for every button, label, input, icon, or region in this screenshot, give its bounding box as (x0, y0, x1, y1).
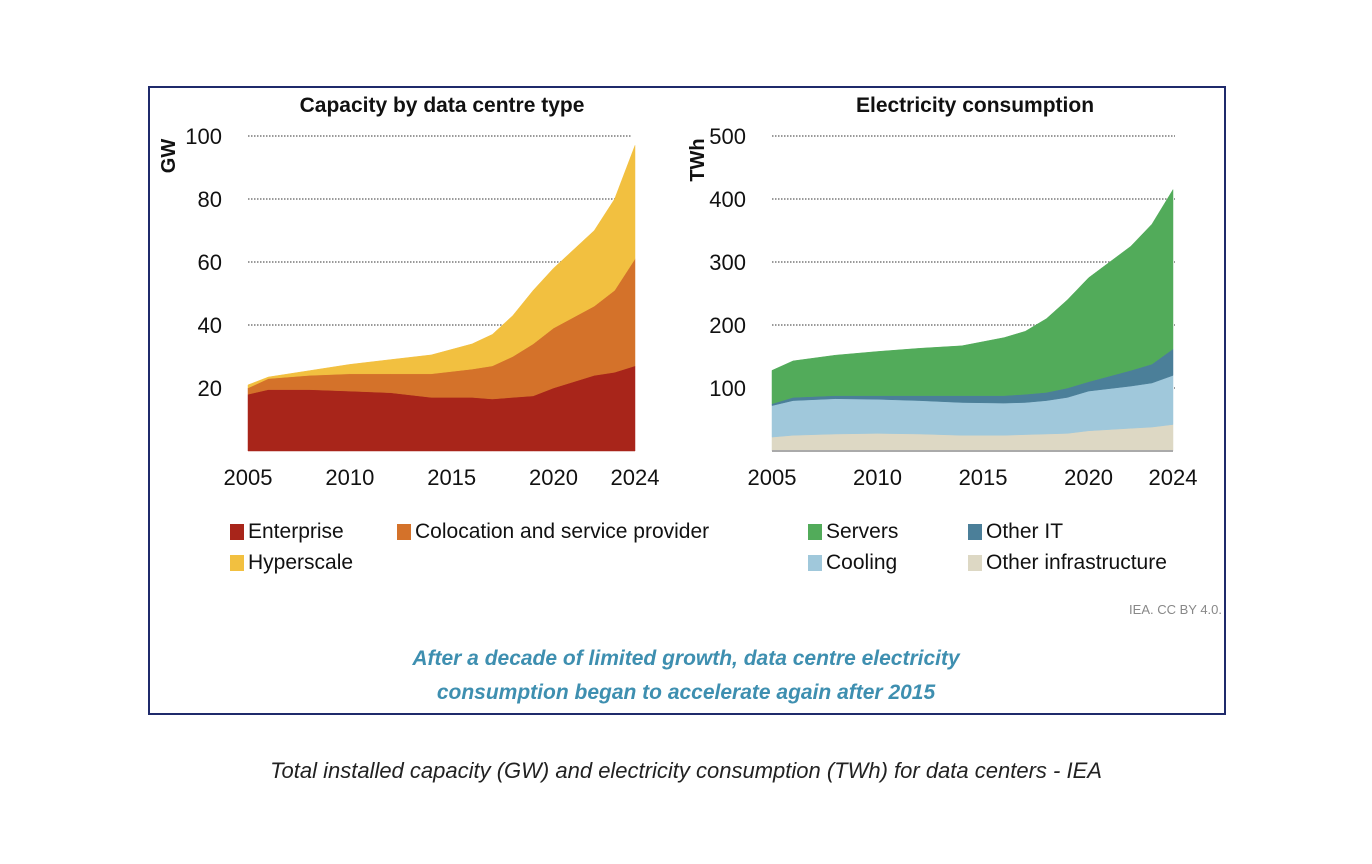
legend-swatch (808, 555, 822, 571)
legend-item-enterprise: Enterprise (230, 520, 344, 544)
legend-label: Cooling (826, 551, 898, 574)
x-tick-label: 2005 (748, 465, 797, 490)
legend-label: Other infrastructure (986, 551, 1167, 574)
area-hyperscale (247, 145, 636, 389)
figure-caption: Total installed capacity (GW) and electr… (270, 758, 1102, 783)
y-tick-label: 200 (709, 313, 746, 338)
y-axis-label: GW (158, 139, 180, 174)
y-tick-label: 500 (709, 124, 746, 149)
y-tick-label: 40 (198, 313, 222, 338)
legend-item-other-infrastructure: Other infrastructure (968, 551, 1167, 575)
x-tick-label: 2020 (1064, 465, 1113, 490)
legend-label: Hyperscale (248, 551, 354, 574)
legend-label: Enterprise (248, 520, 344, 543)
legend-item-other-it: Other IT (968, 520, 1063, 544)
legend-item-servers: Servers (808, 520, 898, 544)
subtitle-line-1: After a decade of limited growth, data c… (412, 647, 960, 670)
legend-label: Colocation and service provider (415, 520, 710, 543)
right-chart-title: Electricity consumption (855, 94, 1095, 117)
legend-swatch (968, 524, 982, 540)
y-tick-label: 20 (198, 376, 222, 401)
x-tick-label: 2015 (427, 465, 476, 490)
figure-frame (148, 86, 1226, 715)
legend-swatch (230, 555, 244, 571)
y-tick-label: 300 (709, 250, 746, 275)
x-tick-label: 2020 (529, 465, 578, 490)
x-tick-label: 2010 (853, 465, 902, 490)
area-servers (771, 188, 1174, 405)
y-tick-label: 400 (709, 187, 746, 212)
x-tick-label: 2015 (959, 465, 1008, 490)
y-tick-label: 80 (198, 187, 222, 212)
y-tick-label: 60 (198, 250, 222, 275)
y-axis-label: TWh (687, 138, 709, 181)
legend-label: Servers (826, 520, 899, 543)
x-tick-label: 2024 (1149, 465, 1198, 490)
x-tick-label: 2005 (224, 465, 273, 490)
x-tick-label: 2024 (611, 465, 660, 490)
legend-label: Other IT (986, 520, 1064, 543)
legend-swatch (397, 524, 411, 540)
y-tick-label: 100 (185, 124, 222, 149)
legend-item-hyperscale: Hyperscale (230, 551, 353, 575)
legend-swatch (230, 524, 244, 540)
y-tick-label: 100 (709, 376, 746, 401)
x-tick-label: 2010 (325, 465, 374, 490)
legend-swatch (808, 524, 822, 540)
subtitle-line-2: consumption began to accelerate again af… (436, 681, 936, 704)
credit: IEA. CC BY 4.0. (1129, 602, 1222, 617)
legend-item-cooling: Cooling (808, 551, 897, 575)
left-chart-title: Capacity by data centre type (299, 94, 585, 117)
legend-swatch (968, 555, 982, 571)
legend-item-colocation: Colocation and service provider (397, 520, 709, 544)
